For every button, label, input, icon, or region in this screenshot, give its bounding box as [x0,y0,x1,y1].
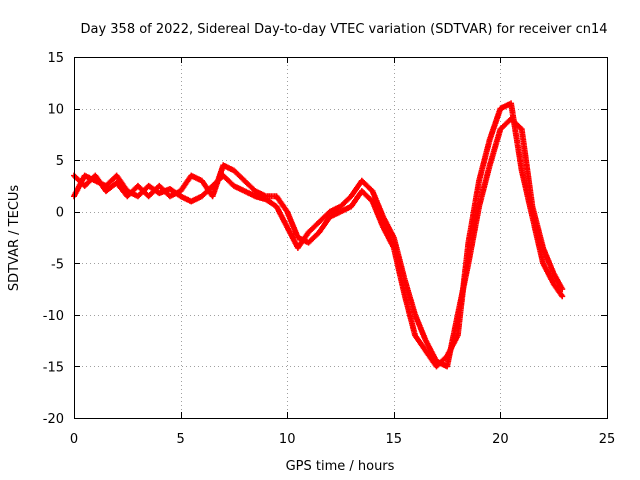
data-trace-segment [306,230,321,245]
data-trace-segment [178,174,194,193]
series-track-a [71,115,566,370]
y-tick-label: -15 [43,360,64,375]
data-trace-segment [114,174,130,193]
data-trace-segment [360,178,375,193]
data-trace-segment [476,164,493,208]
data-trace-segment [391,246,408,296]
y-tick-label: 0 [56,206,64,221]
data-trace-segment [508,102,525,172]
data-trace-segment [540,261,556,286]
data-trace-segment [306,220,321,235]
y-tick-label: -10 [43,309,64,324]
data-trace-segment [274,205,290,229]
x-tick-label: 10 [279,432,296,447]
x-tick-labels: 0 5 10 15 20 25 [70,432,615,447]
axis-ticks [74,57,608,419]
data-trace-segment [274,194,290,214]
data-points [71,100,566,370]
data-trace-segment [551,272,565,291]
y-tick-label: 5 [56,154,64,169]
y-tick-label: 10 [47,103,64,118]
data-trace-segment [284,210,301,239]
data-trace-segment [476,138,493,183]
grid [74,57,607,418]
data-trace-segment [551,282,565,298]
data-trace-segment [349,189,364,209]
data-trace-segment [487,127,503,167]
data-trace-segment [317,215,332,234]
y-tick-label: -20 [43,412,64,427]
data-trace-segment [519,169,535,219]
y-tick-label: 15 [47,51,64,66]
data-trace-segment [360,189,375,204]
data-trace-segment [402,277,418,317]
data-trace-segment [210,163,226,198]
data-trace-segment [434,354,449,369]
y-tick-label: -5 [51,257,64,272]
data-trace-segment [338,194,353,209]
data-trace-segment [349,179,364,198]
y-tick-labels: -20 -15 -10 -5 0 5 10 15 [43,51,64,427]
data-trace-segment [465,179,482,244]
data-trace-segment [232,168,247,183]
data-trace-segment [487,107,503,141]
data-trace-segment [540,246,556,275]
data-trace-segment [370,189,386,219]
data-trace-segment [444,334,460,358]
data-trace-segment [381,225,396,250]
x-tick-label: 20 [492,432,509,447]
data-trace-segment [529,215,546,265]
plot-frame [74,57,608,419]
data-trace-segment [317,209,332,224]
x-tick-label: 15 [386,432,403,447]
data-trace-segment [370,200,386,229]
chart-title: Day 358 of 2022, Sidereal Day-to-day VTE… [80,22,607,37]
data-trace-segment [264,197,279,209]
x-tick-label: 25 [599,432,616,447]
data-trace-segment [221,173,236,188]
data-trace-segment [242,178,257,193]
data-trace-segment [199,179,215,198]
data-trace-segment [519,128,536,208]
data-trace-segment [93,174,108,193]
y-axis-label: SDTVAR / TECUs [7,185,22,292]
series-track-b [71,100,566,370]
data-trace-segment [412,313,429,342]
data-trace-segment [285,225,300,250]
data-trace-segment [413,333,428,353]
x-tick-label: 5 [176,432,184,447]
data-trace-segment [455,241,472,337]
data-point [559,293,566,300]
data-trace-segment [401,292,418,337]
x-tick-label: 0 [70,432,78,447]
data-trace-segment [423,339,439,363]
x-axis-label: GPS time / hours [286,459,395,474]
data-trace-segment [381,215,396,239]
data-trace-segment [423,349,439,368]
